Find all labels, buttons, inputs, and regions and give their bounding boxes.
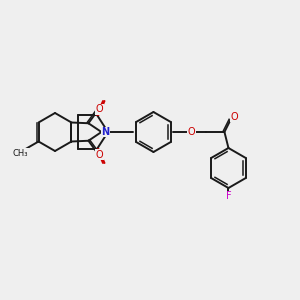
Text: O: O bbox=[231, 112, 238, 122]
Text: F: F bbox=[226, 191, 231, 201]
Text: O: O bbox=[96, 104, 103, 114]
Text: N: N bbox=[101, 127, 110, 137]
Text: O: O bbox=[96, 150, 103, 160]
Text: O: O bbox=[188, 127, 195, 137]
Text: CH₃: CH₃ bbox=[13, 148, 28, 158]
